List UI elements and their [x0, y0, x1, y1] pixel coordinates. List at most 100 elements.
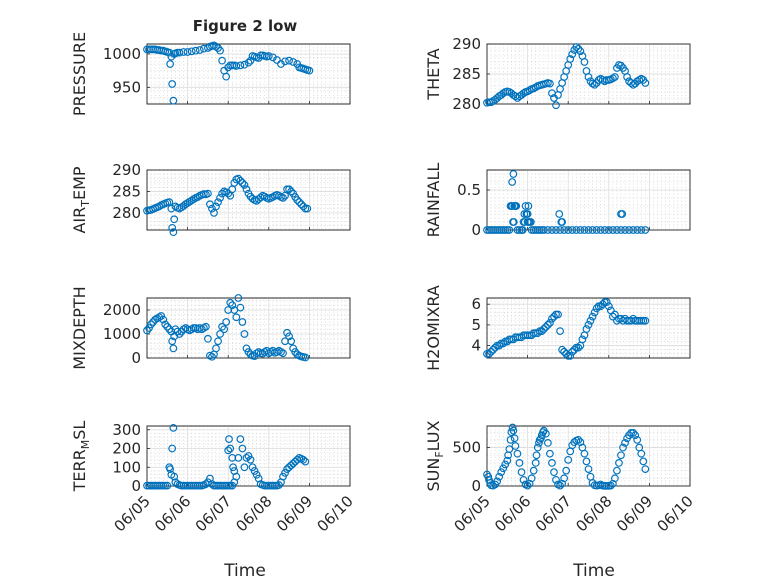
data-point — [641, 316, 650, 325]
data-point — [518, 226, 527, 234]
x-tick-label: 06/06 — [491, 492, 534, 535]
data-point — [503, 456, 512, 465]
subplot-mixdepth: 0 1000 2000 MIXDEPTH — [70, 286, 351, 370]
data-point — [222, 72, 231, 81]
data-point — [497, 468, 506, 477]
data-point — [537, 327, 546, 335]
data-point — [501, 460, 510, 469]
data-point — [508, 202, 517, 210]
data-point — [485, 349, 493, 358]
data-point — [509, 218, 518, 226]
data-point — [493, 477, 502, 486]
data-point — [299, 455, 308, 464]
data-point — [637, 449, 646, 458]
data-point — [212, 344, 220, 353]
data-point — [572, 226, 581, 234]
data-point — [159, 315, 168, 324]
data-point — [582, 325, 591, 333]
data-point — [170, 472, 179, 481]
data-point — [596, 302, 605, 311]
data-point — [191, 46, 200, 55]
data-point — [491, 343, 499, 352]
y-axis-label-h2omixra: H2OMIXRA — [424, 285, 443, 371]
data-point — [641, 79, 650, 87]
data-point — [641, 465, 650, 473]
data-point — [544, 226, 552, 234]
data-point — [532, 451, 541, 460]
data-point — [600, 226, 609, 234]
data-point — [631, 431, 640, 440]
x-tick-label: 06/06 — [151, 492, 194, 535]
data-point — [505, 226, 514, 234]
data-point — [226, 298, 235, 307]
data-point — [523, 210, 532, 218]
data-point — [623, 73, 631, 81]
y-tick-label: 4 — [471, 337, 481, 355]
data-point — [548, 226, 556, 234]
data-point — [216, 330, 224, 338]
data-point — [166, 465, 175, 474]
data-point — [604, 226, 613, 234]
data-point — [548, 459, 556, 467]
data-point — [509, 426, 518, 435]
y-tick-label: 0 — [471, 221, 481, 239]
data-point — [584, 321, 593, 329]
data-point — [615, 459, 623, 467]
data-point — [584, 465, 593, 473]
data-point — [242, 454, 251, 462]
data-point — [218, 56, 226, 65]
data-point — [639, 457, 648, 466]
data-point — [163, 481, 172, 490]
data-point — [208, 204, 216, 213]
data-point — [556, 327, 564, 335]
data-point — [289, 58, 298, 66]
data-point — [564, 226, 573, 234]
data-point — [558, 218, 566, 226]
data-point — [204, 478, 212, 487]
y-tick-label: 5 — [471, 316, 481, 334]
data-point — [489, 345, 497, 354]
data-point — [228, 454, 237, 462]
data-point — [554, 310, 562, 319]
y-tick-label: 285 — [112, 182, 141, 200]
data-point — [568, 347, 577, 356]
y-tick-label: 100 — [112, 458, 141, 476]
data-point — [588, 226, 597, 234]
plot-area — [146, 169, 351, 231]
y-axis-label-sun-flux: SUNFLUX — [424, 420, 446, 491]
data-point — [281, 469, 289, 477]
data-point — [546, 79, 554, 88]
data-point — [519, 475, 528, 484]
y-axis-label-air-temp: AIRTEMP — [70, 166, 92, 233]
data-point — [234, 294, 243, 302]
data-point — [515, 459, 524, 467]
data-point — [574, 44, 583, 53]
series-h2omixra — [483, 298, 650, 360]
data-point — [499, 464, 508, 473]
data-point — [584, 73, 593, 81]
data-point — [279, 349, 287, 358]
y-tick-label: 0 — [471, 477, 481, 495]
subplot-h2omixra: 4 5 6 H2OMIXRA — [424, 285, 691, 371]
data-point — [633, 226, 642, 234]
data-point — [225, 435, 233, 444]
data-point — [208, 352, 216, 361]
data-point — [246, 455, 255, 464]
data-point — [531, 459, 540, 467]
data-point — [214, 198, 222, 207]
data-point — [244, 58, 253, 67]
data-point — [238, 318, 247, 326]
data-point — [552, 475, 560, 484]
data-point — [250, 467, 259, 475]
data-point — [560, 226, 569, 234]
data-point — [629, 429, 638, 437]
data-point — [285, 56, 293, 65]
data-point — [169, 228, 178, 237]
x-tick-label: 06/05 — [451, 492, 494, 535]
data-point — [228, 301, 237, 310]
data-point — [222, 318, 231, 326]
data-point — [236, 303, 245, 312]
